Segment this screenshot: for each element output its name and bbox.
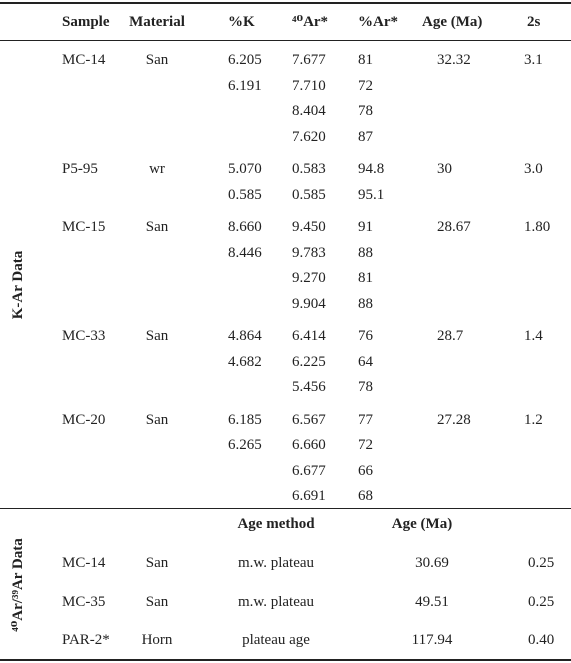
age-method: m.w. plateau <box>237 555 315 571</box>
argon-percent: 68 <box>358 488 373 504</box>
argon-percent: 88 <box>358 244 373 261</box>
sample: P5-95 <box>62 161 98 177</box>
age: 30.69 <box>415 555 449 571</box>
age: 28.67 <box>437 219 471 235</box>
column-header: Age (Ma) <box>391 516 453 532</box>
two-sigma: 3.1 <box>524 52 543 68</box>
two-sigma: 0.25 <box>528 555 555 571</box>
section-rule <box>0 508 571 509</box>
age: 32.32 <box>437 52 471 68</box>
material: San <box>145 52 169 68</box>
argon-40: 9.270 <box>292 270 326 286</box>
argon-40: 6.225 <box>292 353 326 370</box>
potassium: 6.265 <box>228 437 262 453</box>
age: 30 <box>437 161 452 177</box>
sample: MC-15 <box>62 219 106 235</box>
argon-40: 6.691 <box>292 488 326 504</box>
column-header: Age (Ma) <box>422 14 483 30</box>
sample: MC-14 <box>62 555 106 571</box>
material: San <box>145 411 169 428</box>
column-header: %K <box>228 14 255 30</box>
sample: MC-35 <box>62 593 106 610</box>
material: San <box>145 593 169 610</box>
argon-percent: 66 <box>358 462 373 479</box>
argon-40: 7.677 <box>292 52 326 68</box>
bottom-rule <box>0 659 571 661</box>
age-method: plateau age <box>242 632 310 648</box>
potassium: 8.446 <box>228 244 262 261</box>
argon-percent: 76 <box>358 328 373 344</box>
potassium: 6.205 <box>228 52 262 68</box>
argon-40: 6.414 <box>292 328 326 344</box>
argon-percent: 94.8 <box>358 161 385 177</box>
age: 28.7 <box>437 328 464 344</box>
column-header: %Ar* <box>358 14 398 30</box>
potassium: 6.191 <box>228 77 262 94</box>
material: Horn <box>141 632 173 648</box>
section-label: K-Ar Data <box>10 250 26 320</box>
argon-percent: 87 <box>358 128 373 145</box>
argon-40: 6.660 <box>292 437 326 453</box>
argon-percent: 78 <box>358 379 373 395</box>
argon-percent: 91 <box>358 219 373 235</box>
column-header: Material <box>129 14 185 30</box>
potassium: 4.682 <box>228 353 262 370</box>
argon-40: 7.710 <box>292 77 326 94</box>
column-header: 2s <box>527 14 541 30</box>
argon-40: 0.583 <box>292 161 326 177</box>
potassium: 5.070 <box>228 161 262 177</box>
argon-percent: 78 <box>358 103 373 119</box>
section-label: ⁴⁰Ar/³⁹Ar Data <box>10 538 26 632</box>
argon-percent: 77 <box>358 411 373 428</box>
sample: MC-14 <box>62 52 106 68</box>
argon-percent: 81 <box>358 270 373 286</box>
argon-40: 5.456 <box>292 379 326 395</box>
material: wr <box>149 161 165 177</box>
sample: MC-33 <box>62 328 106 344</box>
argon-percent: 88 <box>358 295 373 312</box>
two-sigma: 1.4 <box>524 328 543 344</box>
column-header: Sample <box>62 14 110 30</box>
top-rule <box>0 2 571 4</box>
argon-40: 0.585 <box>292 186 326 203</box>
two-sigma: 0.25 <box>528 593 555 610</box>
argon-40: 6.677 <box>292 462 326 479</box>
two-sigma: 1.80 <box>524 219 551 235</box>
argon-percent: 72 <box>358 77 373 94</box>
material: San <box>145 219 169 235</box>
column-header: ⁴⁰Ar* <box>292 14 329 30</box>
argon-percent: 95.1 <box>358 186 385 203</box>
age: 117.94 <box>411 632 453 648</box>
argon-40: 9.450 <box>292 219 326 235</box>
potassium: 4.864 <box>228 328 262 344</box>
age: 27.28 <box>437 411 471 428</box>
age-method: m.w. plateau <box>237 593 315 610</box>
two-sigma: 1.2 <box>524 411 543 428</box>
age: 49.51 <box>415 593 449 610</box>
potassium: 0.585 <box>228 186 262 203</box>
column-header: Age method <box>237 516 315 532</box>
argon-40: 8.404 <box>292 103 326 119</box>
potassium: 8.660 <box>228 219 262 235</box>
sample: MC-20 <box>62 411 106 428</box>
argon-percent: 64 <box>358 353 373 370</box>
argon-percent: 72 <box>358 437 373 453</box>
argon-40: 7.620 <box>292 128 326 145</box>
header-rule <box>0 40 571 41</box>
argon-40: 9.783 <box>292 244 326 261</box>
argon-40: 6.567 <box>292 411 326 428</box>
material: San <box>145 555 169 571</box>
potassium: 6.185 <box>228 411 262 428</box>
sample: PAR-2* <box>62 632 110 648</box>
material: San <box>145 328 169 344</box>
argon-40: 9.904 <box>292 295 326 312</box>
two-sigma: 0.40 <box>528 632 555 648</box>
argon-percent: 81 <box>358 52 373 68</box>
two-sigma: 3.0 <box>524 161 543 177</box>
